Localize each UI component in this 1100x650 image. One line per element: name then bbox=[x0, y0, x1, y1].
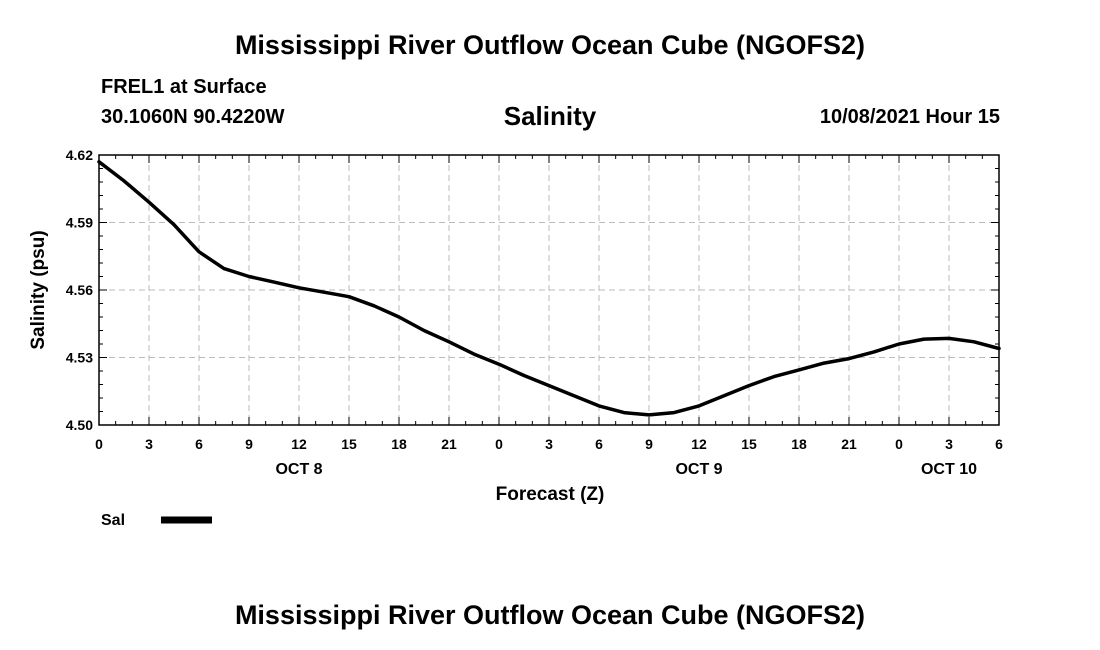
x-tick-label: 6 bbox=[995, 436, 1003, 452]
x-tick-label: 9 bbox=[645, 436, 653, 452]
series-layer bbox=[97, 160, 1001, 417]
chart-title: Mississippi River Outflow Ocean Cube (NG… bbox=[234, 30, 866, 60]
x-tick-label: 21 bbox=[841, 436, 857, 452]
y-tick-label: 4.53 bbox=[66, 350, 93, 366]
x-tick-label: 3 bbox=[945, 436, 953, 452]
y-tick-label: 4.59 bbox=[66, 215, 93, 231]
x-tick-label: 21 bbox=[441, 436, 457, 452]
forecast-datetime: 10/08/2021 Hour 15 bbox=[819, 106, 1000, 128]
x-tick-label: 6 bbox=[595, 436, 603, 452]
axis-labels: 0 3 6 9 12 15 18 21 0 3 6 9 12 15 18 21 0 3 6 4.50 4.53 4.56 4… bbox=[66, 147, 1003, 478]
x-axis-title: Forecast (Z) bbox=[496, 484, 605, 505]
legend: Sal bbox=[101, 512, 212, 529]
x-tick-label: 18 bbox=[791, 436, 807, 452]
x-tick-label: 12 bbox=[691, 436, 707, 452]
y-tick-label: 4.62 bbox=[66, 147, 93, 163]
x-tick-label: 6 bbox=[195, 436, 203, 452]
y-axis-title: Salinity (psu) bbox=[28, 230, 49, 349]
variable-title: Salinity bbox=[503, 101, 597, 131]
y-tick-label: 4.50 bbox=[66, 417, 93, 433]
footer-title: Mississippi River Outflow Ocean Cube (NG… bbox=[234, 600, 866, 630]
x-tick-label: 15 bbox=[341, 436, 357, 452]
y-tick-label: 4.56 bbox=[66, 282, 93, 298]
station-label: FREL1 at Surface bbox=[101, 76, 267, 98]
x-tick-label: 18 bbox=[391, 436, 407, 452]
tick-marks bbox=[98, 154, 1000, 426]
date-label: OCT 10 bbox=[921, 461, 977, 478]
station-coordinates: 30.1060N 90.4220W bbox=[101, 106, 285, 128]
x-tick-label: 0 bbox=[895, 436, 903, 452]
legend-label: Sal bbox=[101, 512, 125, 529]
x-tick-label: 3 bbox=[145, 436, 153, 452]
x-tick-label: 0 bbox=[495, 436, 503, 452]
series-line-sal bbox=[97, 160, 1001, 417]
x-tick-label: 15 bbox=[741, 436, 757, 452]
x-tick-label: 0 bbox=[95, 436, 103, 452]
date-label: OCT 9 bbox=[675, 461, 722, 478]
x-tick-label: 9 bbox=[245, 436, 253, 452]
x-tick-label: 3 bbox=[545, 436, 553, 452]
x-tick-label: 12 bbox=[291, 436, 307, 452]
date-label: OCT 8 bbox=[275, 461, 322, 478]
